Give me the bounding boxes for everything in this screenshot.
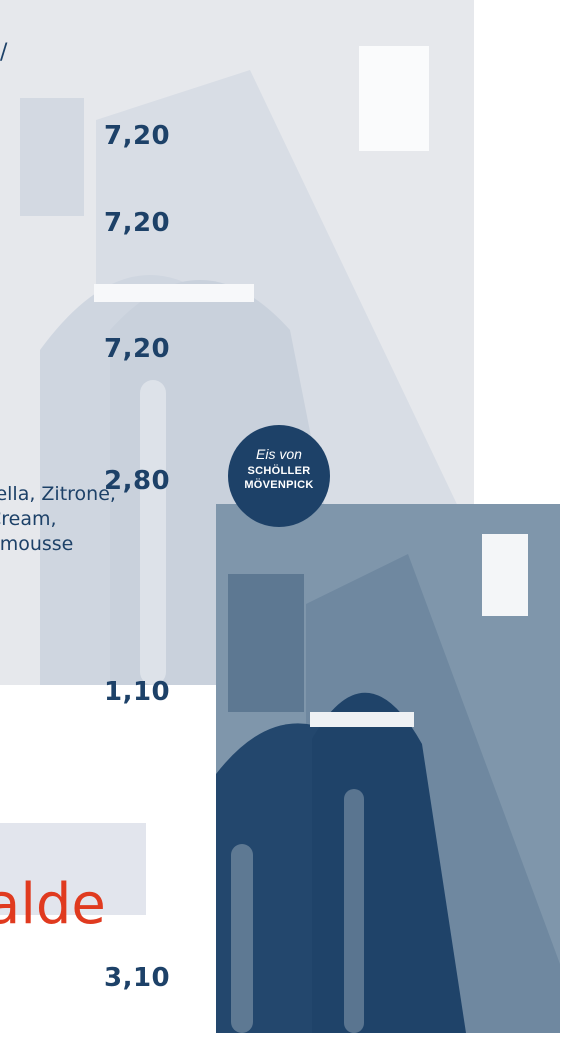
price-4: 2,80: [104, 466, 171, 496]
price-1: 7,20: [104, 121, 171, 151]
flavor-description: tella, Zitrone, Cream, emousse: [0, 482, 116, 557]
badge-line-3: MÖVENPICK: [244, 479, 314, 491]
badge-line-1: Eis von: [256, 446, 302, 462]
price-5: 1,10: [104, 677, 171, 707]
description-line-3: emousse: [0, 533, 74, 555]
description-line-1: tella, Zitrone,: [0, 483, 116, 505]
price-6: 3,10: [104, 963, 171, 993]
blue-artwork: [216, 504, 560, 1033]
description-line-2: Cream,: [0, 508, 57, 530]
heading-panel: [0, 823, 146, 915]
brand-badge: Eis von SCHÖLLER MÖVENPICK: [228, 425, 330, 527]
price-2: 7,20: [104, 208, 171, 238]
section-heading: alde: [0, 872, 106, 937]
badge-line-2: SCHÖLLER: [247, 465, 311, 477]
slash-fragment: /: [0, 40, 8, 65]
price-3: 7,20: [104, 334, 171, 364]
